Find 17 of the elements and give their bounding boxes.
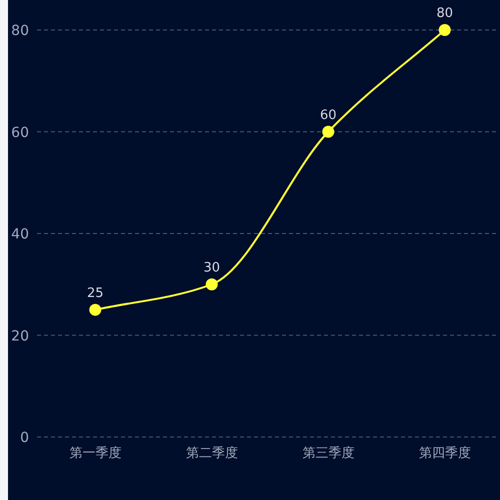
y-tick-label: 20 [11, 328, 29, 344]
point [438, 24, 451, 36]
y-tick-label: 80 [11, 23, 29, 39]
x-tick-label: 第二季度 [186, 445, 238, 461]
point [322, 126, 334, 138]
y-tick-label: 60 [11, 124, 29, 141]
y-tick-label: 0 [20, 430, 29, 446]
point [206, 278, 218, 290]
data-label: 30 [203, 260, 220, 276]
data-label: 60 [320, 108, 337, 123]
data-label: 80 [436, 6, 454, 21]
x-tick-label: 第一季度 [69, 445, 122, 461]
y-tick-label: 40 [11, 226, 29, 242]
x-tick-label: 第四季度 [418, 445, 471, 461]
data-label: 25 [86, 286, 104, 301]
x-tick-label: 第三季度 [302, 445, 354, 461]
point [89, 304, 102, 316]
